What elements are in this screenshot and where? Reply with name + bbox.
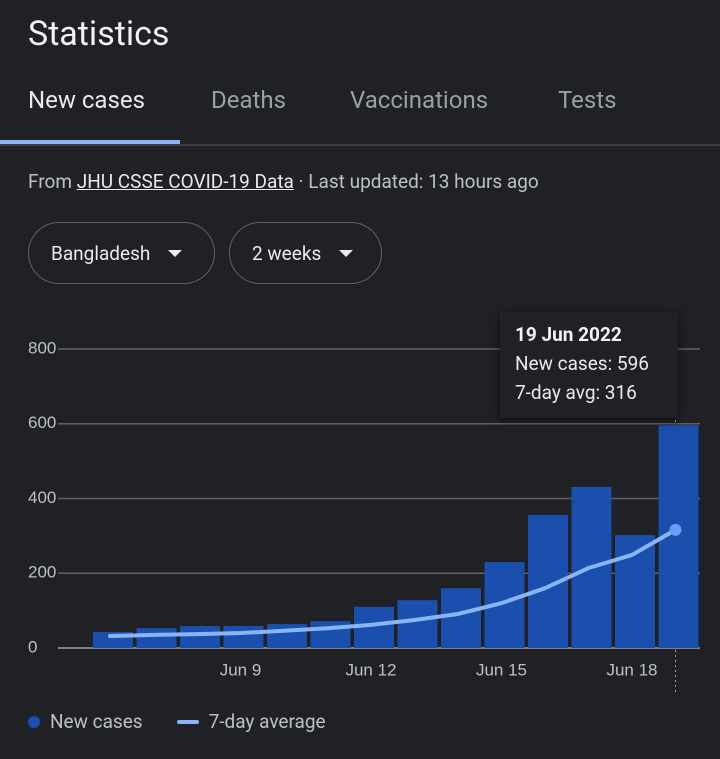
caret	[339, 249, 354, 257]
dropdown[interactable]: 2 weeks	[229, 222, 382, 284]
line	[108, 527, 678, 639]
legend: New cases 7-day average	[28, 710, 326, 733]
x-tick-label: Jun 18	[606, 660, 657, 679]
tab[interactable]: Deaths	[211, 86, 286, 114]
legend-label: 7-day average	[208, 710, 326, 733]
y-tick-label: 200	[28, 563, 56, 582]
tab-bar: New cases Deaths Vaccinations Tests	[0, 84, 720, 146]
caret	[168, 249, 183, 257]
y-tick-label: 600	[28, 413, 56, 432]
tooltip-line: 7-day avg: 316	[515, 381, 637, 404]
page-title: Statistics	[28, 14, 170, 54]
dropdown[interactable]: Bangladesh	[28, 222, 215, 284]
source-suffix: · Last updated: 13 hours ago	[298, 170, 539, 193]
source-link[interactable]: JHU CSSE COVID-19 Data	[76, 170, 294, 193]
x-tick-label: Jun 12	[345, 660, 396, 679]
bar	[397, 600, 438, 648]
tab[interactable]: New cases	[28, 86, 145, 114]
chart: 0 200 400 600 800 Jun 9 Jun 12 Jun 15 Jun 18	[28, 338, 700, 695]
legend-swatch	[176, 719, 199, 724]
y-tick-label: 800	[28, 338, 56, 357]
tab[interactable]: Tests	[558, 86, 617, 114]
y-tick-label: 400	[28, 488, 56, 507]
legend-swatch	[28, 715, 40, 728]
legend-label: New cases	[50, 710, 143, 733]
source-line: From JHU CSSE COVID-19 Data · Last updat…	[28, 170, 539, 193]
highlight-point	[669, 523, 682, 536]
bar	[223, 625, 264, 648]
x-tick-label: Jun 15	[476, 660, 527, 679]
bar	[136, 628, 177, 648]
tooltip-line: New cases: 596	[515, 352, 649, 375]
tab[interactable]: Vaccinations	[350, 86, 489, 114]
dropdown-label: 2 weeks	[252, 241, 322, 265]
bar	[441, 588, 481, 648]
tooltip-date: 19 Jun 2022	[515, 323, 622, 346]
source-prefix: From	[28, 170, 73, 193]
x-tick-label: Jun 9	[220, 660, 262, 679]
bar	[267, 624, 307, 648]
dropdown-label: Bangladesh	[51, 241, 151, 265]
y-tick-label: 0	[28, 637, 37, 656]
tooltip: 19 Jun 2022 New cases: 596 7-day avg: 31…	[500, 312, 678, 418]
tab-indicator	[0, 140, 180, 144]
bar	[180, 625, 220, 648]
